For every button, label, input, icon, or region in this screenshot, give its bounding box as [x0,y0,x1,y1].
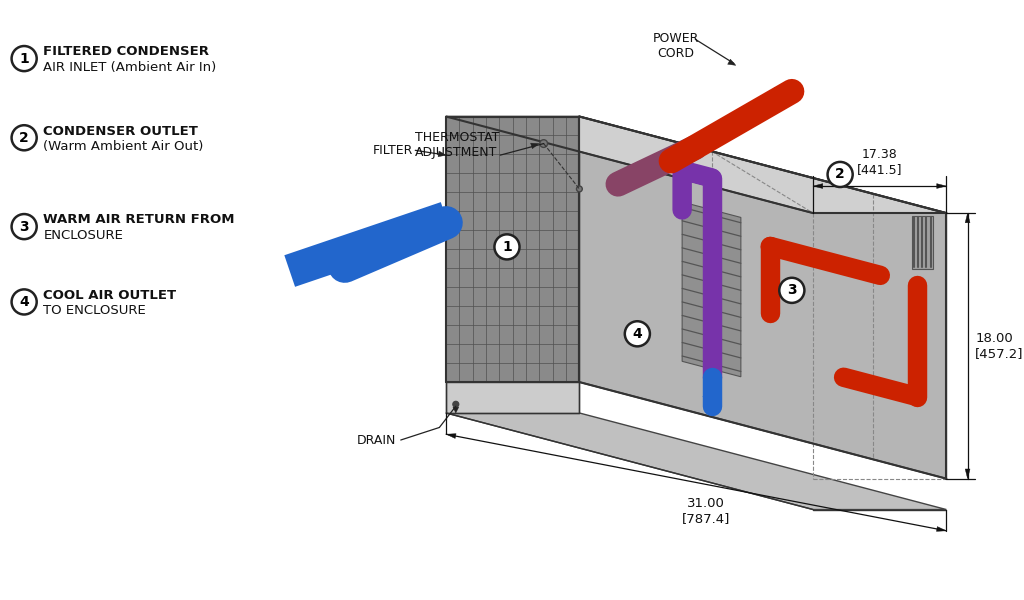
Polygon shape [937,184,946,188]
Text: 2: 2 [836,167,845,181]
Text: 1: 1 [19,52,29,65]
Polygon shape [770,242,790,259]
Circle shape [540,140,548,148]
Circle shape [453,401,459,407]
Text: 17.38
[441.5]: 17.38 [441.5] [857,148,902,176]
Text: AIR INLET (Ambient Air In): AIR INLET (Ambient Air In) [43,61,217,74]
Text: FILTER: FILTER [373,144,414,157]
Text: 1: 1 [502,240,512,254]
Polygon shape [446,382,580,413]
Text: (Warm Ambient Air Out): (Warm Ambient Air Out) [43,140,204,153]
Polygon shape [438,151,446,157]
Polygon shape [774,86,800,106]
Polygon shape [580,116,946,479]
Text: DRAIN: DRAIN [356,434,396,446]
Text: FILTERED CONDENSER: FILTERED CONDENSER [43,46,210,58]
Text: TO ENCLOSURE: TO ENCLOSURE [43,304,146,317]
Circle shape [11,289,37,314]
Text: COOL AIR OUTLET: COOL AIR OUTLET [43,289,176,302]
Circle shape [827,162,853,187]
Text: 2: 2 [19,131,29,145]
Polygon shape [453,407,459,413]
Polygon shape [844,373,862,390]
Polygon shape [966,469,970,479]
Circle shape [11,46,37,71]
Polygon shape [446,434,456,439]
Circle shape [625,321,650,346]
Text: 3: 3 [19,220,29,233]
Text: 4: 4 [633,327,642,341]
Text: WARM AIR RETURN FROM: WARM AIR RETURN FROM [43,214,234,226]
Text: CONDENSER OUTLET: CONDENSER OUTLET [43,125,199,137]
Text: ENCLOSURE: ENCLOSURE [43,229,123,242]
Polygon shape [702,397,720,416]
Text: 18.00
[457.2]: 18.00 [457.2] [975,332,1024,360]
Polygon shape [911,215,933,269]
Polygon shape [813,184,822,188]
Circle shape [495,235,519,259]
Circle shape [11,214,37,239]
Text: 4: 4 [19,295,29,309]
Polygon shape [728,59,736,65]
Text: THERMOSTAT
ADJUSTMENT: THERMOSTAT ADJUSTMENT [416,131,500,160]
Text: POWER
CORD: POWER CORD [652,32,699,59]
Polygon shape [762,295,779,313]
Polygon shape [446,116,946,213]
Text: 31.00
[787.4]: 31.00 [787.4] [682,497,730,525]
Polygon shape [441,211,452,234]
Text: 3: 3 [787,283,797,298]
Polygon shape [425,213,446,236]
Circle shape [779,278,805,303]
Circle shape [577,186,583,192]
Polygon shape [682,202,740,377]
Polygon shape [530,143,539,149]
Polygon shape [446,413,946,509]
Polygon shape [446,116,580,382]
Polygon shape [966,213,970,223]
Polygon shape [936,527,946,532]
Circle shape [11,125,37,151]
